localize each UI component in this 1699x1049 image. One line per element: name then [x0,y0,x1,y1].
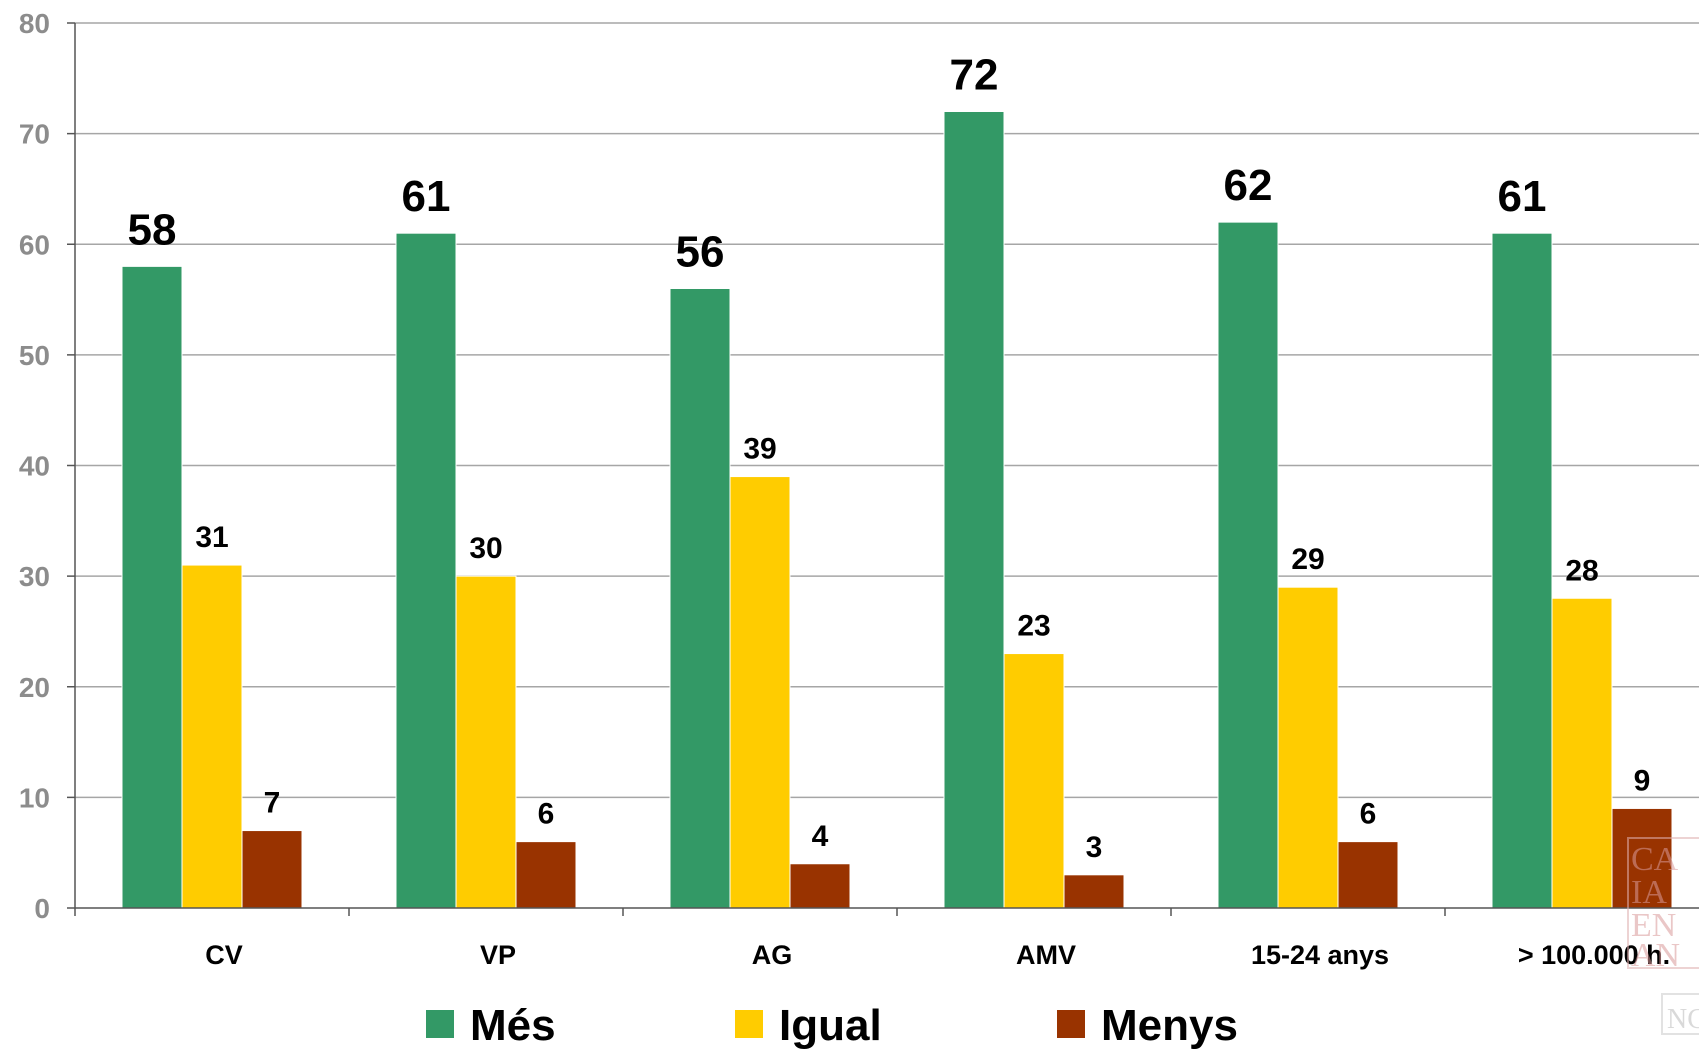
legend: Més Igual Menys [426,1001,1238,1049]
bar-menys-1 [515,841,577,909]
x-tick-label: 15-24 anys [1251,940,1389,970]
x-tick-label: > 100.000 h. [1518,940,1670,970]
data-label: 7 [264,787,281,820]
gridlines [75,22,1699,799]
data-label: 28 [1565,554,1598,587]
bar-més-0 [121,265,183,909]
data-label: 61 [402,172,451,221]
data-label: 58 [128,205,177,254]
data-label: 61 [1498,172,1547,221]
data-label: 30 [469,532,502,565]
legend-swatch-més [426,1010,454,1038]
y-tick-label: 30 [19,561,50,592]
svg-text:EN: EN [1631,907,1676,944]
data-label: 31 [195,521,228,554]
y-tick-label: 80 [19,8,50,39]
y-axis: 0 10 20 30 40 50 60 70 80 [19,8,76,924]
svg-text:NC: NC [1667,1004,1699,1035]
data-label: 9 [1634,764,1651,797]
data-label: 72 [950,51,999,100]
watermark-stamp: CA IA EN AN NC [1627,837,1699,1035]
y-tick-label: 70 [19,119,50,150]
y-tick-label: 50 [19,340,50,371]
bar-igual-5 [1551,597,1613,909]
y-tick-label: 10 [19,782,50,813]
data-label: 56 [676,228,725,277]
bar-igual-4 [1277,586,1339,909]
data-label: 6 [538,798,555,831]
svg-text:IA: IA [1631,874,1667,911]
x-tick-label: VP [480,940,516,970]
data-label: 3 [1086,831,1103,864]
y-tick-label: 40 [19,451,50,482]
bars [121,111,1673,909]
legend-label-menys: Menys [1101,1001,1238,1049]
x-axis: CV VP AG AMV 15-24 anys > 100.000 h. [74,907,1699,970]
bar-més-1 [395,232,457,909]
bar-igual-0 [181,564,243,909]
data-label: 23 [1017,610,1050,643]
bar-menys-3 [1063,874,1125,909]
bar-més-4 [1217,221,1279,909]
y-tick-label: 20 [19,672,50,703]
y-tick-label: 0 [34,893,50,924]
bar-menys-0 [241,830,303,909]
data-label: 4 [812,820,829,853]
data-label: 39 [743,433,776,466]
data-labels: 58 31 7 61 30 6 56 39 4 72 23 3 62 29 6 61 28 9 [128,51,1651,864]
legend-swatch-igual [735,1010,763,1038]
legend-swatch-menys [1057,1010,1085,1038]
bar-més-3 [943,111,1005,909]
bar-menys-4 [1337,841,1399,909]
x-tick-label: AMV [1016,940,1076,970]
svg-text:AN: AN [1631,937,1680,974]
data-label: 6 [1360,798,1377,831]
legend-label-igual: Igual [779,1001,882,1049]
data-label: 29 [1291,543,1324,576]
x-tick-label: AG [752,940,793,970]
bar-menys-2 [789,863,851,909]
bar-més-5 [1491,232,1553,909]
legend-label-més: Més [470,1001,556,1049]
bar-igual-3 [1003,653,1065,909]
bar-més-2 [669,288,731,909]
y-tick-label: 60 [19,229,50,260]
x-tick-label: CV [205,940,243,970]
svg-text:CA: CA [1631,841,1679,878]
bar-igual-1 [455,575,517,909]
bar-menys-5 [1611,807,1673,909]
bar-igual-2 [729,476,791,909]
data-label: 62 [1224,161,1273,210]
